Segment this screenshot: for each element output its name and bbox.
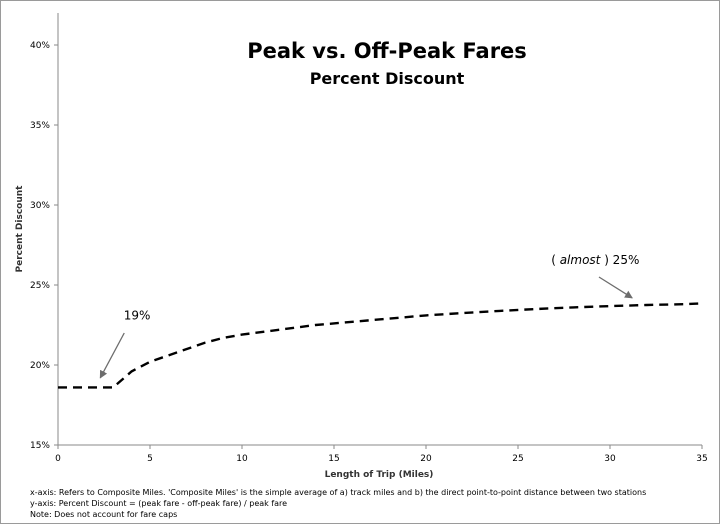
x-tick-label: 35 <box>696 454 707 464</box>
note-y-axis: y-axis: Percent Discount = (peak fare - … <box>30 499 287 508</box>
annotation-arrow <box>99 332 125 379</box>
y-tick-label: 20% <box>30 361 50 371</box>
annotation-arrow <box>598 276 633 299</box>
x-axis-label: Length of Trip (Miles) <box>325 470 434 480</box>
x-tick-label: 20 <box>420 454 432 464</box>
note-fare-caps: Note: Does not account for fare caps <box>30 510 177 519</box>
y-tick-label: 15% <box>30 441 50 451</box>
x-tick-label: 5 <box>147 454 153 464</box>
annotations-layer: 19% ( almost ) 25% <box>99 253 639 379</box>
y-axis-label: Percent Discount <box>15 185 25 273</box>
annotation-almost-25-percent: ( almost ) 25% <box>551 253 639 267</box>
x-tick-label: 25 <box>512 454 523 464</box>
chart-subtitle: Percent Discount <box>310 69 465 88</box>
y-tick-label: 35% <box>30 121 50 131</box>
y-tick-label: 40% <box>30 41 50 51</box>
x-tick-label: 30 <box>604 454 616 464</box>
x-tick-label: 15 <box>328 454 339 464</box>
series-layer <box>58 302 703 389</box>
annotation-19-percent: 19% <box>124 308 151 322</box>
tick-labels: 0 5 10 15 20 25 30 35 15% 20% 25% 30% 35% 40% <box>30 41 708 464</box>
note-x-axis: x-axis: Refers to Composite Miles. 'Comp… <box>30 488 646 497</box>
x-tick-label: 0 <box>55 454 61 464</box>
chart-title: Peak vs. Off-Peak Fares <box>247 39 527 63</box>
series-line <box>58 302 703 389</box>
y-tick-label: 25% <box>30 281 50 291</box>
y-tick-label: 30% <box>30 201 50 211</box>
axes <box>54 13 703 449</box>
x-tick-label: 10 <box>236 454 248 464</box>
